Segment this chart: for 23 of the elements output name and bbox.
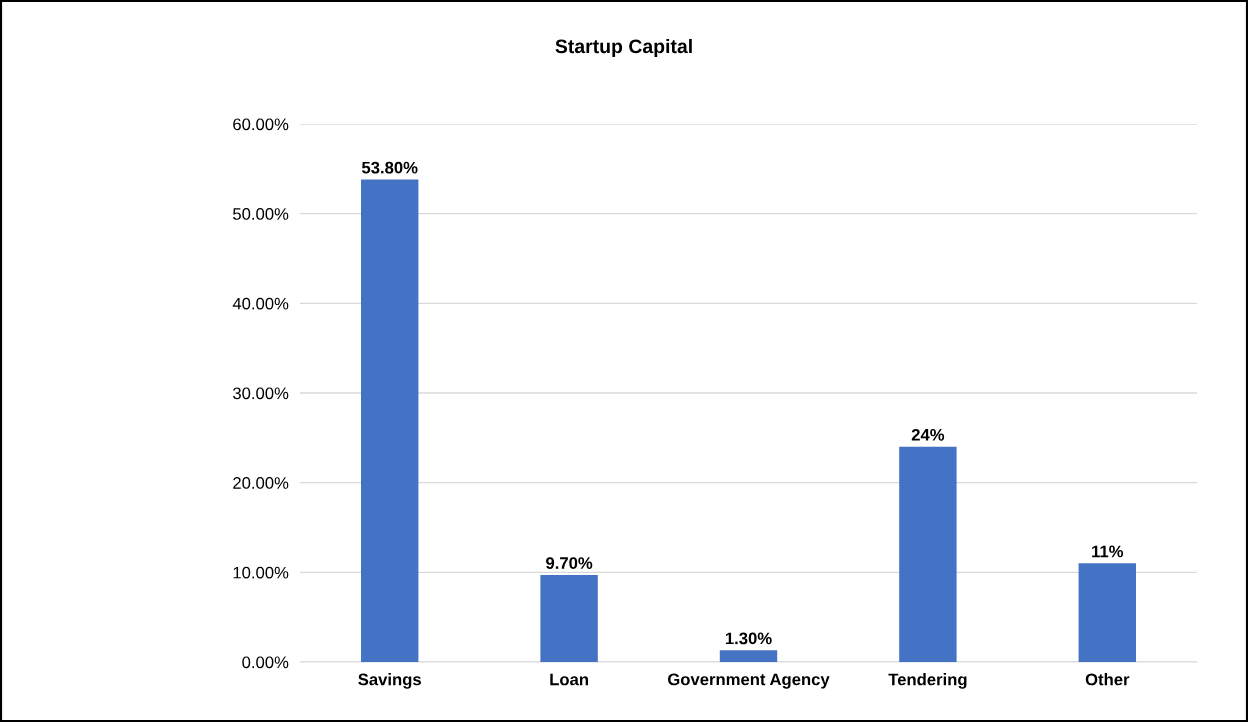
bar bbox=[899, 446, 957, 662]
y-tick-label: 50.00% bbox=[233, 208, 289, 220]
data-label: 24% bbox=[911, 428, 945, 441]
y-tick-label: 30.00% bbox=[233, 387, 289, 400]
x-tick-label: Tendering bbox=[888, 673, 967, 689]
data-label: 1.30% bbox=[725, 632, 772, 645]
data-label: 11% bbox=[1092, 545, 1124, 558]
bar bbox=[361, 179, 419, 662]
y-tick-label: 60.00% bbox=[233, 118, 289, 131]
data-label: 53.80% bbox=[361, 161, 418, 174]
bar bbox=[1078, 563, 1136, 662]
y-tick-label: 20.00% bbox=[233, 477, 289, 489]
x-tick-label: Government Agency bbox=[668, 673, 830, 689]
chart-title: Startup Capital bbox=[555, 38, 692, 58]
bar bbox=[540, 575, 598, 662]
x-tick-label: Other bbox=[1085, 673, 1130, 686]
y-tick-label: 40.00% bbox=[232, 297, 289, 310]
y-tick-label: 0.00% bbox=[242, 656, 289, 669]
data-label: 9.70% bbox=[546, 557, 593, 569]
y-tick-label: 10.00% bbox=[233, 566, 289, 579]
x-tick-label: Loan bbox=[550, 673, 588, 686]
x-tick-label: Savings bbox=[358, 673, 421, 689]
bar bbox=[719, 650, 778, 662]
